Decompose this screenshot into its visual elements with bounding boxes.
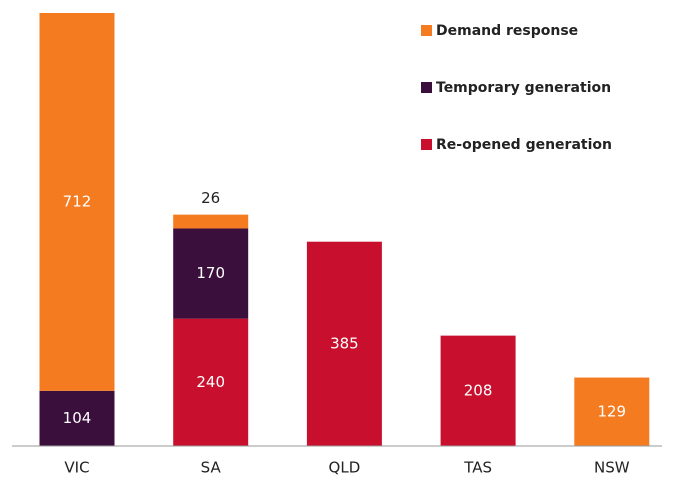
x-tick-label: TAS — [463, 459, 492, 477]
bar-segment — [39, 13, 115, 391]
data-label: 712 — [63, 192, 92, 210]
x-tick-label: NSW — [594, 459, 630, 477]
legend-swatch — [421, 82, 432, 93]
legend-swatch — [421, 25, 432, 36]
bar-segment — [173, 318, 249, 446]
data-label: 26 — [201, 189, 220, 207]
data-label: 104 — [63, 409, 92, 427]
data-label: 129 — [597, 402, 626, 420]
bar-segment — [173, 214, 249, 229]
legend-label: Re-opened generation — [436, 137, 612, 153]
x-tick-label: SA — [201, 459, 222, 477]
bar-segment — [173, 228, 249, 319]
bar-segment — [306, 241, 382, 446]
legend-label: Temporary generation — [436, 80, 611, 96]
legend-swatch — [421, 139, 432, 150]
x-tick-label: QLD — [329, 459, 361, 477]
legend-label: Demand response — [436, 23, 578, 39]
bar-segment — [574, 377, 650, 446]
data-label: 385 — [330, 334, 359, 352]
bar-segment — [39, 390, 115, 446]
bar-segment — [440, 335, 516, 446]
data-label: 208 — [464, 381, 493, 399]
data-label: 240 — [196, 373, 225, 391]
data-label: 170 — [196, 264, 225, 282]
x-tick-label: VIC — [64, 459, 89, 477]
